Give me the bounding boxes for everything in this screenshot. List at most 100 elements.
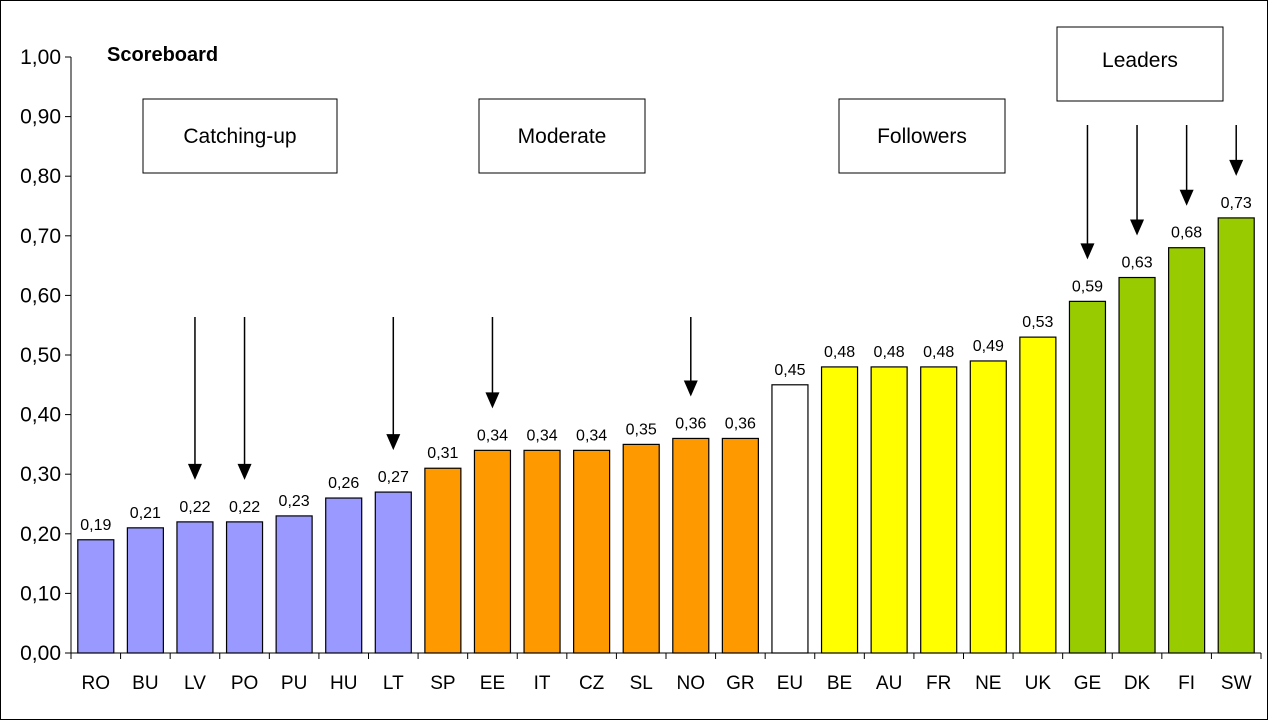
x-tick-label-ee: EE bbox=[480, 673, 505, 694]
bar-uk bbox=[1019, 336, 1057, 654]
x-tick-label-sp: SP bbox=[430, 673, 455, 694]
arrow-head-fi bbox=[1179, 189, 1194, 206]
data-label-it: 0,34 bbox=[526, 427, 557, 444]
data-label-eu: 0,45 bbox=[774, 362, 805, 379]
x-tick-label-sl: SL bbox=[630, 673, 653, 694]
bar-lt bbox=[374, 491, 412, 654]
x-tick-labels: RO BU LV PO PU HU LT SP EE IT CZ SL NO GR EU BE AU FR NE UK… bbox=[82, 673, 1252, 694]
data-label-ee: 0,34 bbox=[477, 427, 508, 444]
x-tick-label-ro: RO bbox=[82, 673, 111, 694]
bar-sw bbox=[1217, 217, 1255, 654]
moderate-label: Moderate bbox=[518, 125, 607, 148]
data-label-sl: 0,35 bbox=[626, 421, 657, 438]
data-label-hu: 0,26 bbox=[328, 475, 359, 492]
y-tick-label: 0,70 bbox=[20, 225, 61, 248]
x-tick-label-pu: PU bbox=[281, 673, 307, 694]
axes: 0,00 0,10 0,20 0,30 0,40 0,50 0,60 0,70 0,80 0,90… bbox=[20, 46, 1262, 665]
y-tick-label: 0,40 bbox=[20, 404, 61, 427]
bar-eu bbox=[771, 384, 809, 654]
arrow-head-ee bbox=[485, 392, 500, 409]
x-tick-label-sw: SW bbox=[1221, 673, 1252, 694]
bar-cz bbox=[573, 449, 611, 654]
bar-ee bbox=[473, 449, 512, 654]
x-tick-label-lv: LV bbox=[184, 673, 206, 694]
followers-box bbox=[838, 98, 1006, 174]
x-tick-label-no: NO bbox=[677, 673, 706, 694]
x-tick-label-dk: DK bbox=[1124, 673, 1151, 694]
x-tick-label-hu: HU bbox=[330, 673, 357, 694]
y-tick-label: 0,90 bbox=[20, 106, 61, 129]
data-label-lt: 0,27 bbox=[378, 469, 409, 486]
x-tick-label-ne: NE bbox=[975, 673, 1001, 694]
moderate-box bbox=[478, 98, 646, 174]
chart-title: Scoreboard bbox=[107, 44, 218, 66]
arrow-head-lt bbox=[386, 434, 401, 451]
bars bbox=[77, 217, 1255, 654]
y-tick-label: 0,80 bbox=[20, 165, 61, 188]
data-label-fi: 0,68 bbox=[1171, 225, 1202, 242]
bar-gr bbox=[721, 437, 759, 654]
y-tick-label: 0,20 bbox=[20, 523, 61, 546]
y-tick-label: 1,00 bbox=[20, 46, 61, 69]
bar-it bbox=[523, 449, 561, 654]
bar-fi bbox=[1168, 247, 1206, 654]
x-tick-label-fi: FI bbox=[1178, 673, 1195, 694]
data-label-fr: 0,48 bbox=[923, 344, 954, 361]
data-label-ne: 0,49 bbox=[973, 338, 1004, 355]
x-tick-label-fr: FR bbox=[926, 673, 951, 694]
bar-be bbox=[820, 366, 859, 654]
x-tick-label-lt: LT bbox=[383, 673, 404, 694]
data-label-ro: 0,19 bbox=[80, 517, 111, 534]
y-tick-label: 0,60 bbox=[20, 284, 61, 307]
bar-ro bbox=[77, 539, 115, 654]
arrow-head-po bbox=[237, 463, 252, 480]
bar-pu bbox=[275, 515, 313, 654]
y-tick-label: 0,10 bbox=[20, 582, 61, 605]
x-tick-label-au: AU bbox=[876, 673, 902, 694]
arrow-head-ge bbox=[1080, 243, 1095, 260]
arrow-head-sw bbox=[1229, 159, 1244, 176]
data-label-uk: 0,53 bbox=[1022, 314, 1053, 331]
x-tick-label-it: IT bbox=[534, 673, 551, 694]
catching-up-label: Catching-up bbox=[183, 125, 296, 148]
data-label-sp: 0,31 bbox=[427, 445, 458, 462]
arrow-head-dk bbox=[1130, 219, 1145, 236]
bar-lv bbox=[176, 521, 214, 654]
x-tick-label-bu: BU bbox=[132, 673, 158, 694]
data-label-lv: 0,22 bbox=[179, 499, 210, 516]
x-tick-label-gr: GR bbox=[726, 673, 755, 694]
arrow-head-no bbox=[683, 380, 698, 397]
bar-fr bbox=[920, 366, 958, 654]
bar-sp bbox=[424, 467, 462, 654]
x-tick-label-cz: CZ bbox=[579, 673, 605, 694]
bar-ne bbox=[969, 360, 1007, 654]
data-labels: 0,19 0,21 0,22 0,22 0,23 0,26 0,27 0,31 0,34 0,34… bbox=[80, 195, 1252, 534]
bar-au bbox=[870, 366, 908, 654]
y-tick-label: 0,30 bbox=[20, 463, 61, 486]
followers-label: Followers bbox=[877, 125, 967, 148]
leaders-box bbox=[1056, 26, 1224, 102]
data-label-cz: 0,34 bbox=[576, 427, 607, 444]
data-label-sw: 0,73 bbox=[1221, 195, 1252, 212]
data-label-ge: 0,59 bbox=[1072, 278, 1103, 295]
y-tick-label: 0,00 bbox=[20, 642, 61, 665]
data-label-dk: 0,63 bbox=[1121, 255, 1152, 272]
y-tick-label: 0,50 bbox=[20, 344, 61, 367]
bar-ge bbox=[1068, 300, 1107, 654]
bar-po bbox=[225, 521, 264, 654]
x-tick-label-uk: UK bbox=[1025, 673, 1052, 694]
data-label-be: 0,48 bbox=[824, 344, 855, 361]
data-label-au: 0,48 bbox=[874, 344, 905, 361]
bar-no bbox=[672, 437, 710, 654]
x-tick-label-ge: GE bbox=[1074, 673, 1101, 694]
data-label-pu: 0,23 bbox=[279, 493, 310, 510]
bar-dk bbox=[1118, 276, 1156, 654]
x-tick-label-po: PO bbox=[231, 673, 258, 694]
x-tick-label-be: BE bbox=[827, 673, 852, 694]
arrow-head-lv bbox=[187, 463, 202, 480]
data-label-no: 0,36 bbox=[675, 415, 706, 432]
leaders-label: Leaders bbox=[1102, 49, 1178, 72]
data-label-bu: 0,21 bbox=[130, 505, 161, 522]
